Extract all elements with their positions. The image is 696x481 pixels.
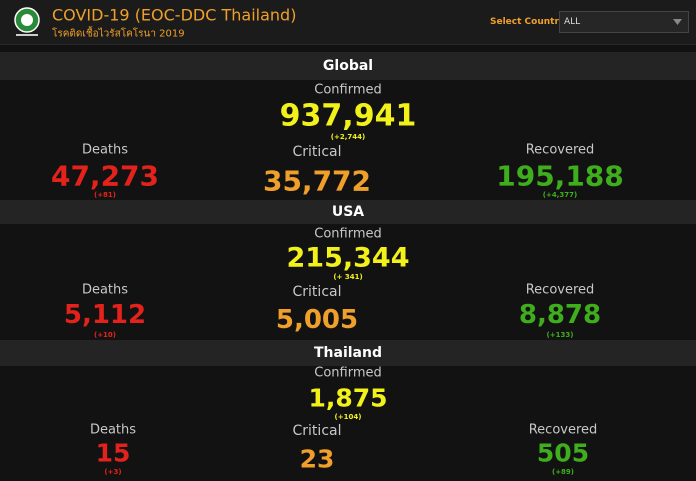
confirmed-change: (+104): [334, 413, 362, 421]
section-title: Thailand: [314, 345, 382, 361]
country-select[interactable]: ALL: [559, 11, 689, 33]
recovered-change: (+133): [546, 331, 574, 339]
dropdown-arrow: [673, 19, 682, 25]
confirmed-label: Confirmed: [314, 226, 382, 242]
confirmed-change: (+ 341): [333, 273, 363, 281]
logo: [14, 7, 40, 36]
recovered-value: 8,878: [518, 300, 602, 330]
recovered-value: 195,188: [496, 159, 624, 193]
deaths-label: Deaths: [81, 282, 129, 298]
section-title: USA: [331, 204, 365, 220]
confirmed-value: 937,941: [279, 98, 417, 134]
deaths-change: (+81): [93, 191, 117, 199]
section-band: [0, 340, 696, 366]
section-band: [0, 52, 696, 80]
subtitle: โรคติดเชื้อไวรัสโคโรนา 2019: [52, 28, 185, 40]
header-bar: COVID-19 (EOC-DDC Thailand) โรคติดเชื้อไ…: [0, 0, 696, 45]
deaths-value: 15: [95, 438, 131, 468]
confirmed-value: 215,344: [286, 242, 410, 274]
recovered-change: (+4,377): [542, 191, 578, 199]
recovered-change: (+89): [551, 468, 575, 476]
recovered-label: Recovered: [528, 422, 598, 438]
critical-label: Critical: [292, 423, 342, 439]
section-band: [0, 200, 696, 224]
deaths-label: Deaths: [89, 422, 137, 438]
critical-label: Critical: [292, 144, 342, 160]
confirmed-label: Confirmed: [314, 365, 382, 381]
select-label: Select Country: [490, 17, 565, 27]
deaths-label: Deaths: [81, 142, 129, 158]
deaths-change: (+10): [93, 331, 117, 339]
deaths-value: 47,273: [50, 159, 160, 193]
critical-value: 5,005: [275, 305, 359, 335]
confirmed-value: 1,875: [308, 383, 388, 413]
critical-value: 35,772: [262, 164, 372, 198]
deaths-value: 5,112: [63, 300, 147, 330]
title: COVID-19 (EOC-DDC Thailand): [52, 5, 297, 25]
recovered-label: Recovered: [525, 282, 595, 298]
recovered-label: Recovered: [525, 142, 595, 158]
confirmed-change: (+2,744): [330, 133, 366, 141]
recovered-value: 505: [536, 438, 590, 468]
deaths-change: (+3): [104, 468, 122, 476]
critical-value: 23: [299, 444, 335, 474]
select-value: ALL: [564, 17, 581, 27]
critical-label: Critical: [292, 284, 342, 300]
confirmed-label: Confirmed: [314, 82, 382, 98]
section-title: Global: [322, 58, 374, 74]
